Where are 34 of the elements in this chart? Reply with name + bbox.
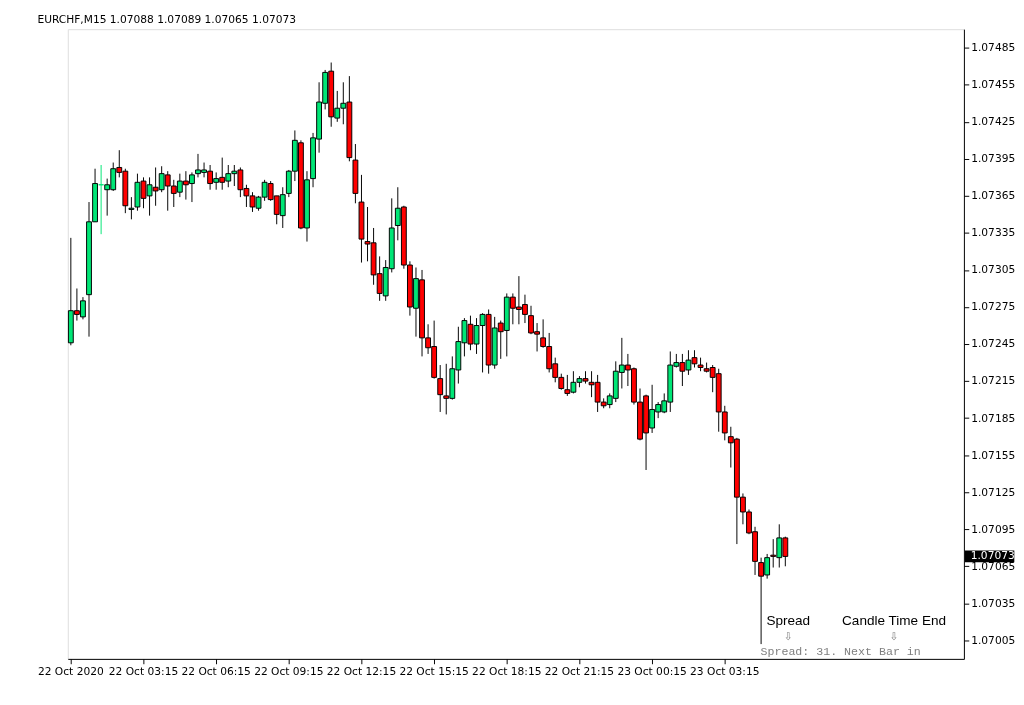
- y-tick-label: 1.07485: [971, 41, 1016, 55]
- y-tick-label: 1.07335: [971, 226, 1016, 240]
- x-tick-label: 22 Oct 2020: [37, 664, 104, 678]
- y-tick-label: 1.07245: [971, 337, 1016, 351]
- annotation: Candle Time End: [842, 612, 946, 628]
- x-tick-label: 22 Oct 21:15: [544, 664, 615, 678]
- y-tick-label: 1.07395: [971, 152, 1016, 166]
- annotation: ⇩: [889, 630, 899, 644]
- chart-title: EURCHF,M15 1.07088 1.07089 1.07065 1.07073: [37, 13, 296, 27]
- x-tick-label: 22 Oct 15:15: [399, 664, 469, 678]
- y-tick-label: 1.07305: [971, 263, 1016, 277]
- y-tick-label: 1.07005: [971, 633, 1016, 647]
- candlestick: [128, 196, 135, 220]
- y-tick-label: 1.07275: [971, 300, 1016, 314]
- y-tick-label: 1.07035: [971, 596, 1016, 610]
- y-tick-label: 1.07425: [971, 115, 1016, 129]
- y-tick-label: 1.07155: [971, 448, 1016, 462]
- annotation: Spread: 31. Next Bar in: [760, 645, 921, 659]
- x-tick-label: 22 Oct 09:15: [254, 664, 324, 678]
- y-tick-label: 1.07185: [971, 411, 1016, 425]
- y-tick-label: 1.07125: [971, 485, 1016, 499]
- candlestick: [437, 364, 444, 413]
- y-tick-label: 1.07095: [971, 522, 1016, 536]
- y-tick-label: 1.07215: [971, 374, 1016, 388]
- x-tick-label: 22 Oct 18:15: [472, 664, 542, 678]
- x-tick-label: 22 Oct 06:15: [181, 664, 251, 678]
- annotation: Spread: [766, 612, 811, 628]
- x-tick-label: 23 Oct 00:15: [617, 664, 687, 678]
- x-tick-label: 22 Oct 03:15: [108, 664, 179, 678]
- y-tick-label: 1.07365: [971, 189, 1016, 203]
- x-tick-label: 23 Oct 03:15: [690, 664, 760, 678]
- x-tick-label: 22 Oct 12:15: [326, 664, 397, 678]
- y-tick-label: 1.07455: [971, 78, 1016, 92]
- annotation: ⇩: [783, 630, 793, 644]
